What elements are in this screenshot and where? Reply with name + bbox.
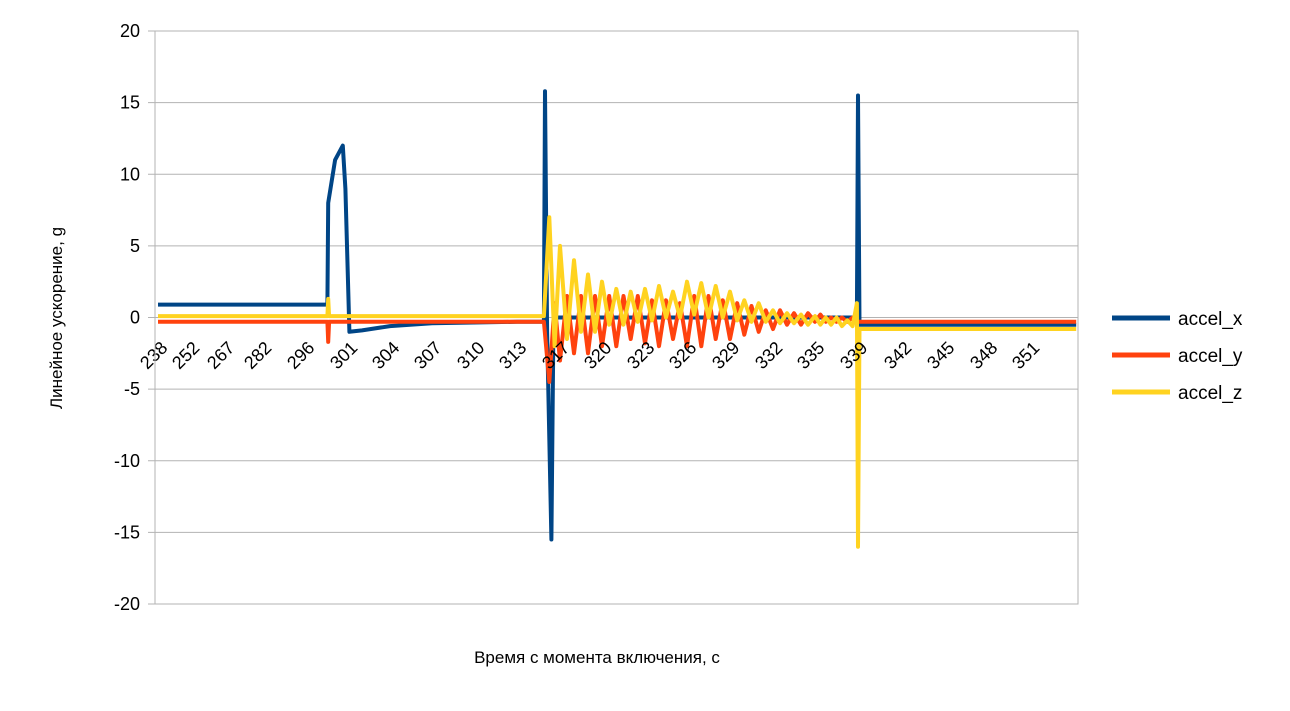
y-tick-labels: 20 15 10 5 0 -5 -10 -15 -20 bbox=[114, 21, 140, 614]
x-tick-label: 238 bbox=[136, 338, 171, 373]
y-tick-label: -10 bbox=[114, 451, 140, 471]
y-tick-label: 20 bbox=[120, 21, 140, 41]
plot-area-border bbox=[154, 30, 1079, 605]
legend-label: accel_x bbox=[1178, 309, 1243, 330]
series-line-accel-z bbox=[158, 215, 1077, 549]
x-tick-label: 345 bbox=[923, 338, 958, 373]
x-tick-label: 307 bbox=[410, 338, 445, 373]
y-tick-label: 10 bbox=[120, 164, 140, 184]
x-tick-label: 252 bbox=[168, 338, 203, 373]
x-tick-label: 332 bbox=[751, 338, 786, 373]
y-tick-label: 5 bbox=[130, 236, 140, 256]
x-tick-label: 296 bbox=[283, 338, 318, 373]
x-axis-label: Время с момента включения, с bbox=[474, 648, 720, 667]
x-tick-label: 267 bbox=[203, 338, 238, 373]
x-tick-label: 342 bbox=[880, 338, 915, 373]
y-tick-label: 0 bbox=[130, 308, 140, 328]
legend: accel_x accel_y accel_z bbox=[1112, 309, 1243, 404]
legend-label: accel_y bbox=[1178, 346, 1243, 367]
x-tick-label: 329 bbox=[708, 338, 743, 373]
y-axis-label: Линейное ускорение, g bbox=[47, 227, 66, 409]
y-tick-label: -5 bbox=[124, 379, 140, 399]
x-tick-label: 301 bbox=[326, 338, 361, 373]
y-tick-label: -20 bbox=[114, 594, 140, 614]
x-tick-label: 304 bbox=[368, 338, 403, 373]
x-tick-label: 323 bbox=[623, 338, 658, 373]
x-tick-label: 282 bbox=[240, 338, 275, 373]
x-tick-label: 313 bbox=[495, 338, 530, 373]
x-tick-label: 310 bbox=[453, 338, 488, 373]
x-tick-label: 335 bbox=[793, 338, 828, 373]
legend-label: accel_z bbox=[1178, 383, 1242, 404]
y-tick-label: 15 bbox=[120, 93, 140, 113]
x-tick-label: 348 bbox=[966, 338, 1001, 373]
series-lines bbox=[158, 89, 1077, 549]
x-tick-label: 351 bbox=[1008, 338, 1043, 373]
y-tick-label: -15 bbox=[114, 522, 140, 542]
x-tick-label: 339 bbox=[836, 338, 871, 373]
x-tick-label: 317 bbox=[538, 338, 573, 373]
x-tick-label: 326 bbox=[665, 338, 700, 373]
